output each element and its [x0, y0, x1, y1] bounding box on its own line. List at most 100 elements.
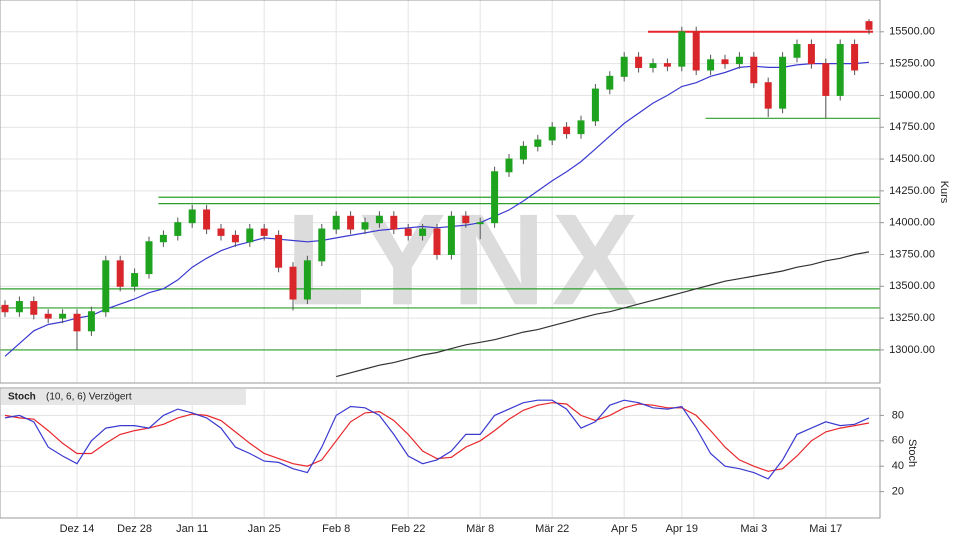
y-tick-label: 13000.00 [889, 344, 935, 356]
candle-body [519, 145, 527, 160]
stoch-title: Stoch [8, 392, 36, 403]
y-tick-label: 60 [892, 435, 904, 447]
candle-body [663, 63, 671, 67]
candle-body [332, 215, 340, 230]
y-tick-label: 14750.00 [889, 121, 935, 133]
candle-body [447, 215, 455, 255]
candle-body [807, 44, 815, 65]
y-tick-label: 15500.00 [889, 26, 935, 38]
candle-body [433, 228, 441, 255]
candle-body [131, 273, 139, 287]
candle-body [246, 228, 254, 243]
candle-body [87, 311, 95, 332]
candle-body [548, 126, 556, 141]
candle-body [707, 59, 715, 71]
candle-body [116, 260, 124, 287]
y-axis-label: Kurs [938, 181, 950, 204]
main-frame [0, 0, 881, 384]
y-tick-label: 14500.00 [889, 153, 935, 165]
candle-body [145, 241, 153, 275]
candle-body [188, 209, 196, 224]
x-tick-label: Feb 22 [391, 523, 425, 535]
candle-body [73, 313, 81, 332]
candle-body [678, 31, 686, 67]
candle-body [390, 215, 398, 230]
candle-body [404, 228, 412, 236]
watermark: LYNX [286, 186, 645, 332]
candle-body [721, 59, 729, 65]
candle-body [203, 209, 211, 230]
candle-body [15, 301, 23, 313]
candle-body [44, 313, 52, 319]
candle-body [159, 234, 167, 243]
x-tick-label: Feb 8 [322, 523, 350, 535]
stoch-frame [0, 387, 881, 519]
y-tick-label: 13500.00 [889, 280, 935, 292]
candle-body [303, 260, 311, 300]
y-tick-label: 13750.00 [889, 248, 935, 260]
y-tick-label: 80 [892, 409, 904, 421]
candle-body [563, 126, 571, 135]
candle-body [476, 222, 484, 225]
x-tick-label: Jan 11 [176, 523, 208, 535]
candle-body [764, 82, 772, 109]
marks-layer: Dez 14 Dez 28 Jan 11 Jan 25 Feb 8 Feb 22 Mär 8… [0, 19, 935, 535]
candle-body [231, 234, 239, 243]
candle-body [606, 75, 614, 90]
candle-body [289, 266, 297, 300]
candle-body [275, 234, 283, 268]
candle-body [779, 56, 787, 109]
candle-body [865, 21, 873, 30]
y-tick-label: 15250.00 [889, 58, 935, 70]
x-tick-label: Mär 8 [466, 523, 494, 535]
y-tick-label: 13250.00 [889, 312, 935, 324]
y-tick-label: 40 [892, 460, 904, 472]
candle-body [347, 215, 355, 230]
stoch-legend-bg [1, 389, 246, 405]
x-tick-label: Mär 22 [535, 523, 569, 535]
candle-body [591, 88, 599, 122]
candle-body [505, 158, 513, 173]
candle-body [59, 313, 67, 319]
y-tick-label: 14250.00 [889, 185, 935, 197]
candle-body [1, 304, 9, 313]
stoch-params: (10, 6, 6) Verzögert [46, 392, 132, 403]
candle-body [750, 56, 758, 84]
candle-body [318, 228, 326, 262]
x-tick-label: Apr 5 [611, 523, 637, 535]
candle-body [836, 44, 844, 96]
candle-body [491, 171, 499, 224]
x-tick-label: Mai 17 [809, 523, 842, 535]
candle-body [30, 301, 38, 315]
candle-body [635, 56, 643, 68]
candle-body [793, 44, 801, 58]
y-tick-label: 20 [892, 486, 904, 498]
x-tick-label: Jan 25 [248, 523, 281, 535]
y-tick-label: 15000.00 [889, 89, 935, 101]
candle-body [462, 215, 470, 224]
candle-body [649, 63, 657, 68]
stoch-axis-label: Stoch [906, 439, 918, 467]
x-tick-label: Dez 14 [60, 523, 95, 535]
candle-body [851, 44, 859, 71]
candle-body [822, 63, 830, 96]
x-tick-label: Mai 3 [740, 523, 767, 535]
y-tick-label: 14000.00 [889, 217, 935, 229]
line-series [336, 251, 870, 378]
line-series [4, 399, 870, 480]
candle-body [102, 260, 110, 313]
candle-body [260, 228, 268, 236]
x-tick-label: Dez 28 [117, 523, 152, 535]
candle-body [534, 139, 542, 147]
candle-body [375, 215, 383, 224]
candle-body [419, 228, 427, 236]
candle-body [174, 222, 182, 236]
candle-body [620, 56, 628, 77]
candle-body [217, 228, 225, 236]
candle-body [735, 56, 743, 65]
candle-body [692, 31, 700, 71]
x-tick-label: Apr 19 [666, 523, 698, 535]
candle-body [577, 120, 585, 135]
candle-body [361, 222, 369, 230]
